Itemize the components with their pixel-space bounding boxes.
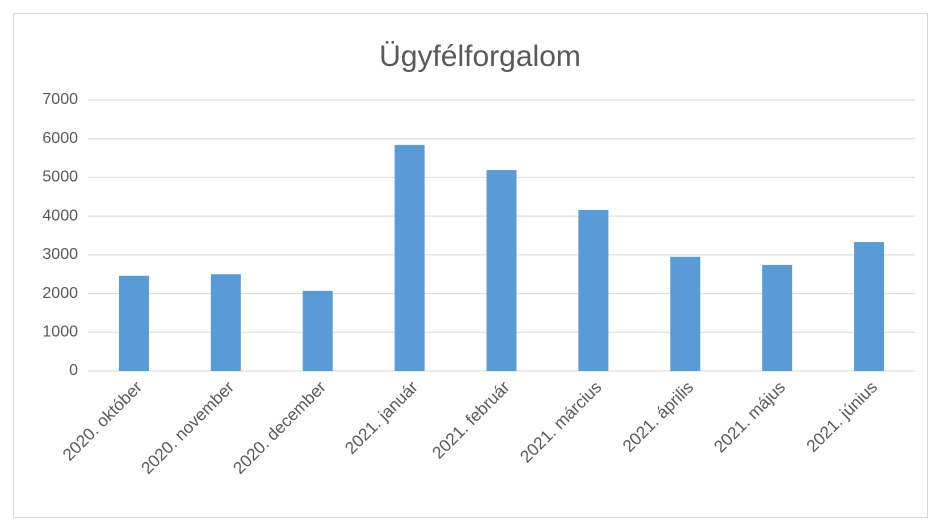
bar — [854, 242, 885, 371]
bar — [486, 170, 517, 371]
chart-title: Ügyfélforgalom — [379, 40, 581, 73]
bar — [118, 275, 149, 371]
bar — [762, 264, 793, 371]
y-tick-label: 7000 — [42, 91, 78, 108]
y-tick-label: 4000 — [42, 207, 78, 224]
bar — [210, 274, 241, 371]
y-tick-label: 3000 — [42, 246, 78, 263]
bar — [394, 144, 425, 371]
bar — [670, 256, 701, 371]
y-tick-label: 5000 — [42, 169, 78, 186]
bar — [302, 290, 333, 371]
bar — [578, 209, 609, 371]
y-tick-label: 0 — [69, 362, 78, 379]
y-tick-label: 6000 — [42, 130, 78, 147]
y-tick-label: 1000 — [42, 324, 78, 341]
y-tick-label: 2000 — [42, 285, 78, 302]
